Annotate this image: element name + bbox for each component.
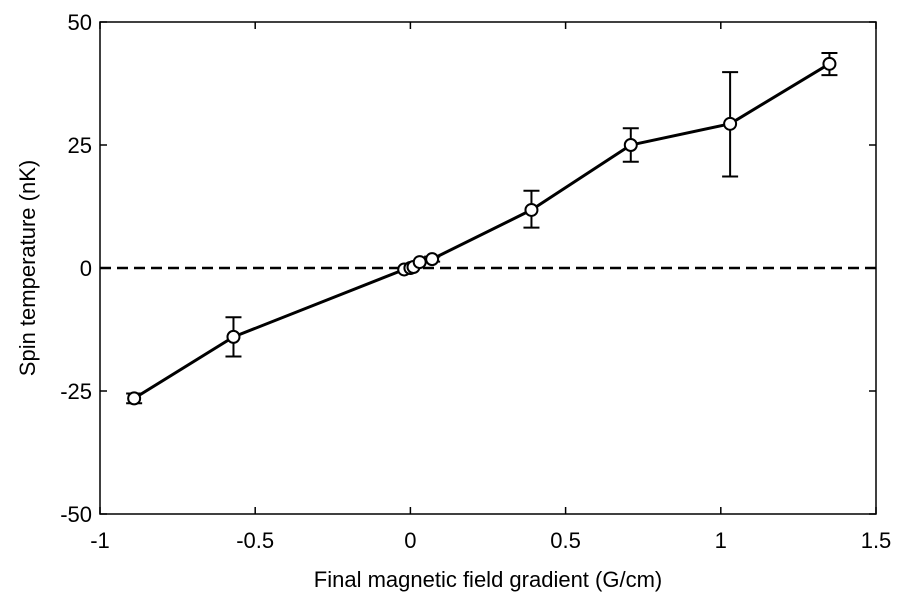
data-point xyxy=(425,252,440,267)
data-point xyxy=(226,329,241,344)
data-point xyxy=(412,255,427,270)
y-tick-label: 0 xyxy=(80,256,92,281)
data-point xyxy=(524,202,539,217)
y-tick-label: -50 xyxy=(60,502,92,527)
data-point xyxy=(127,391,142,406)
x-tick-label: 0.5 xyxy=(550,528,581,553)
y-tick-label: -25 xyxy=(60,379,92,404)
data-point xyxy=(723,116,738,131)
plot-area xyxy=(100,22,876,514)
data-point xyxy=(623,138,638,152)
series-layer xyxy=(126,51,838,406)
x-tick-label: 1.5 xyxy=(861,528,892,553)
plot-frame xyxy=(99,21,877,515)
y-tick-label: 25 xyxy=(68,133,92,158)
y-axis-title: Spin temperature (nK) xyxy=(15,160,40,376)
x-tick-label: 1 xyxy=(715,528,727,553)
x-tick-label: -1 xyxy=(90,528,110,553)
x-tick-label: 0 xyxy=(404,528,416,553)
x-axis-title: Final magnetic field gradient (G/cm) xyxy=(314,567,662,592)
data-point xyxy=(822,56,837,71)
y-tick-label: 50 xyxy=(68,10,92,35)
x-tick-label: -0.5 xyxy=(236,528,274,553)
